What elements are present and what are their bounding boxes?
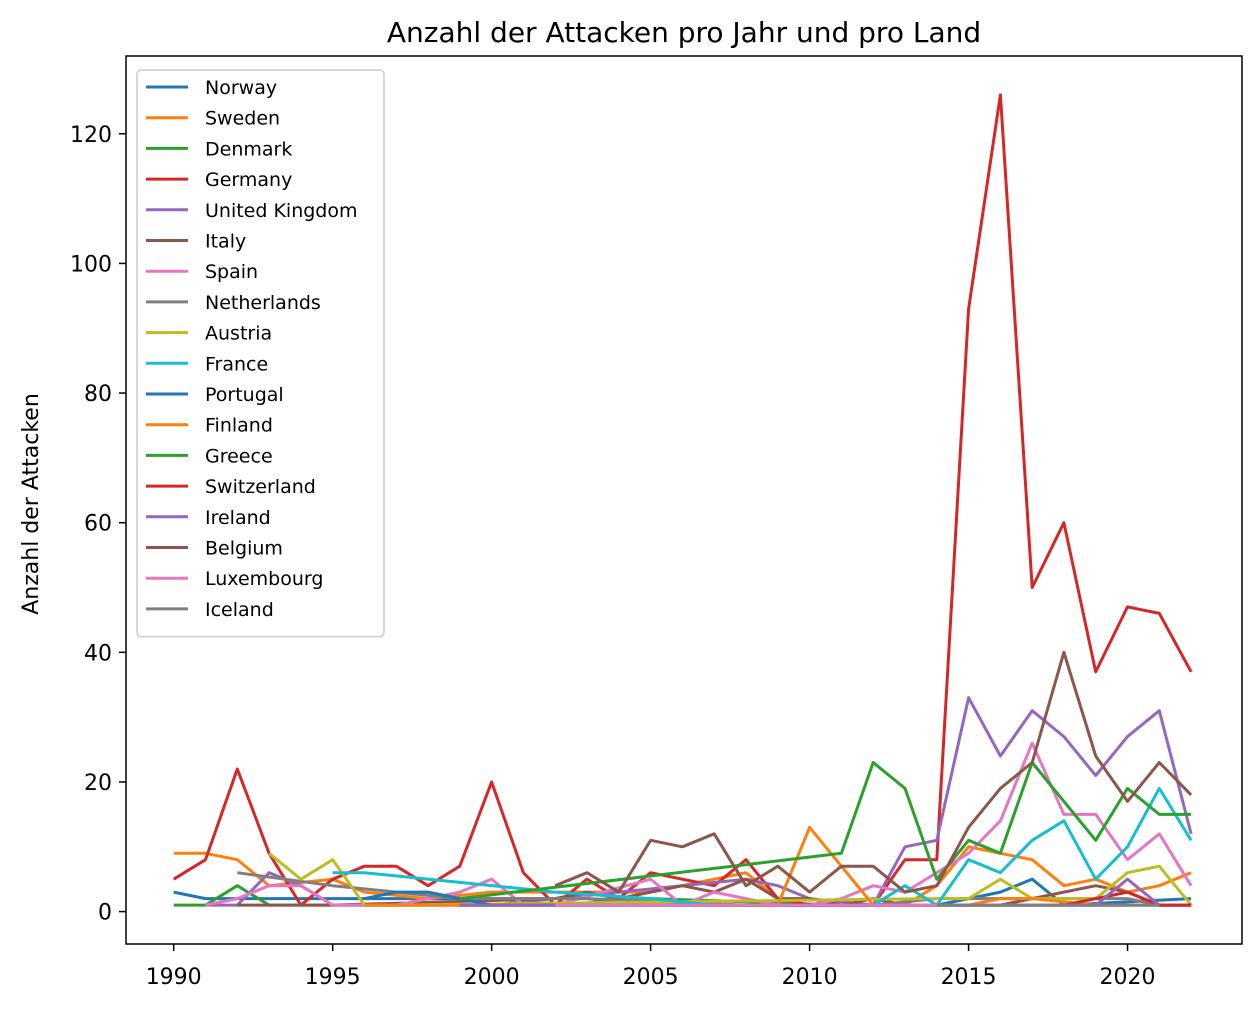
x-tick-label: 1995 (305, 965, 361, 990)
series-line-belgium (554, 650, 1193, 894)
x-tick-label: 2020 (1100, 965, 1156, 990)
legend-label-finland: Finland (205, 415, 273, 437)
plot-frame (125, 55, 1243, 945)
legend-label-netherlands: Netherlands (205, 292, 321, 314)
y-tick-label: 20 (84, 771, 112, 796)
series-line-greece (459, 761, 1192, 901)
legend-label-germany: Germany (205, 169, 292, 191)
x-tick-label: 2015 (941, 965, 997, 990)
y-tick-label: 100 (70, 252, 112, 277)
plot-lines (172, 93, 1193, 907)
legend-label-greece: Greece (205, 445, 273, 467)
series-line-austria (268, 852, 1193, 907)
y-tick-label: 80 (84, 382, 112, 407)
chart-title: Anzahl der Attacken pro Jahr und pro Lan… (387, 16, 981, 49)
legend-label-united-kingdom: United Kingdom (205, 200, 358, 222)
legend-label-sweden: Sweden (205, 108, 280, 130)
legend-label-france: France (205, 353, 268, 375)
legend-box (136, 69, 385, 638)
x-tick-label: 1990 (146, 965, 202, 990)
legend-label-ireland: Ireland (205, 507, 271, 529)
x-tick-label: 2000 (464, 965, 520, 990)
y-axis: 0 20 40 60 80 100 120 (70, 123, 126, 926)
legend-label-italy: Italy (205, 231, 246, 253)
legend-label-belgium: Belgium (205, 538, 283, 560)
y-tick-label: 120 (70, 123, 112, 148)
legend-label-norway: Norway (205, 77, 277, 99)
series-line-france (332, 786, 1193, 907)
y-axis-label: Anzahl der Attacken (19, 393, 44, 615)
legend-label-iceland: Iceland (205, 599, 274, 621)
y-tick-label: 0 (98, 901, 112, 926)
y-tick-label: 40 (84, 641, 112, 666)
series-line-spain (205, 741, 1193, 907)
y-tick-label: 60 (84, 512, 112, 537)
legend-label-luxembourg: Luxembourg (205, 568, 323, 590)
legend-label-austria: Austria (205, 323, 272, 345)
legend-label-spain: Spain (205, 261, 258, 283)
legend-label-denmark: Denmark (205, 138, 292, 160)
legend-label-switzerland: Switzerland (205, 476, 316, 498)
x-tick-label: 2005 (623, 965, 679, 990)
legend: Norway Sweden Denmark Germany United Kingdom… (136, 69, 385, 638)
legend-label-portugal: Portugal (205, 384, 284, 406)
x-tick-label: 2010 (782, 965, 838, 990)
x-axis: 1990 1995 2000 2005 2010 2015 2020 (146, 944, 1156, 990)
